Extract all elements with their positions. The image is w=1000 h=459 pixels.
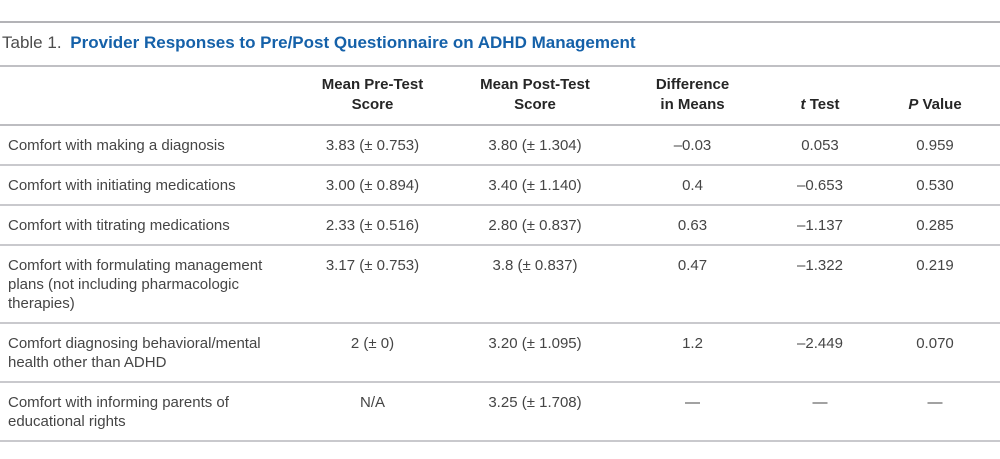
cell-post-test: 3.80 (± 1.304): [455, 125, 615, 166]
cell-pre-test: 3.83 (± 0.753): [290, 125, 455, 166]
cell-p-value: 0.285: [870, 205, 1000, 246]
cell-t-test: 0.053: [770, 125, 870, 166]
cell-t-test: –1.137: [770, 205, 870, 246]
cell-t-test: –2.449: [770, 323, 870, 383]
cell-difference: 0.63: [615, 205, 770, 246]
col-header-t-test: t Test: [770, 67, 870, 126]
cell-p-value: —: [870, 382, 1000, 442]
col-header-empty: [0, 67, 290, 126]
cell-p-value: 0.070: [870, 323, 1000, 383]
table-number-label: Table 1.: [2, 33, 62, 52]
cell-pre-test: 2.33 (± 0.516): [290, 205, 455, 246]
cell-pre-test: 3.17 (± 0.753): [290, 245, 455, 324]
cell-difference: 0.4: [615, 165, 770, 206]
cell-pre-test: N/A: [290, 382, 455, 442]
cell-p-value: 0.959: [870, 125, 1000, 166]
cell-difference: —: [615, 382, 770, 442]
col-header-post-test: Mean Post-Test Score: [455, 67, 615, 126]
cell-t-test: –0.653: [770, 165, 870, 206]
table-figure: Table 1. Provider Responses to Pre/Post …: [0, 21, 1000, 442]
col-header-pre-test: Mean Pre-Test Score: [290, 67, 455, 126]
cell-post-test: 2.80 (± 0.837): [455, 205, 615, 246]
row-label: Comfort diagnosing behavioral/mental hea…: [0, 323, 290, 383]
row-label: Comfort with titrating medications: [0, 205, 290, 246]
col-header-p-value: P Value: [870, 67, 1000, 126]
cell-pre-test: 3.00 (± 0.894): [290, 165, 455, 206]
row-label: Comfort with making a diagnosis: [0, 125, 290, 166]
cell-difference: –0.03: [615, 125, 770, 166]
top-rule: [0, 21, 1000, 23]
row-label: Comfort with informing parents of educat…: [0, 382, 290, 442]
cell-p-value: 0.219: [870, 245, 1000, 324]
header-row: Mean Pre-Test Score Mean Post-Test Score…: [0, 67, 1000, 126]
cell-post-test: 3.25 (± 1.708): [455, 382, 615, 442]
data-table: Mean Pre-Test Score Mean Post-Test Score…: [0, 67, 1000, 442]
cell-post-test: 3.40 (± 1.140): [455, 165, 615, 206]
cell-t-test: —: [770, 382, 870, 442]
cell-t-test: –1.322: [770, 245, 870, 324]
col-header-difference: Difference in Means: [615, 67, 770, 126]
cell-pre-test: 2 (± 0): [290, 323, 455, 383]
table-row: Comfort with informing parents of educat…: [0, 382, 1000, 442]
row-label: Comfort with initiating medications: [0, 165, 290, 206]
cell-p-value: 0.530: [870, 165, 1000, 206]
table-title: Provider Responses to Pre/Post Questionn…: [70, 33, 636, 52]
table-row: Comfort with initiating medications 3.00…: [0, 165, 1000, 206]
table-row: Comfort diagnosing behavioral/mental hea…: [0, 323, 1000, 383]
row-label: Comfort with formulating management plan…: [0, 245, 290, 324]
table-row: Comfort with making a diagnosis 3.83 (± …: [0, 125, 1000, 166]
table-caption: Table 1. Provider Responses to Pre/Post …: [0, 23, 1000, 67]
table-body: Comfort with making a diagnosis 3.83 (± …: [0, 125, 1000, 442]
cell-difference: 1.2: [615, 323, 770, 383]
cell-post-test: 3.8 (± 0.837): [455, 245, 615, 324]
table-row: Comfort with titrating medications 2.33 …: [0, 205, 1000, 246]
table-row: Comfort with formulating management plan…: [0, 245, 1000, 324]
cell-difference: 0.47: [615, 245, 770, 324]
cell-post-test: 3.20 (± 1.095): [455, 323, 615, 383]
